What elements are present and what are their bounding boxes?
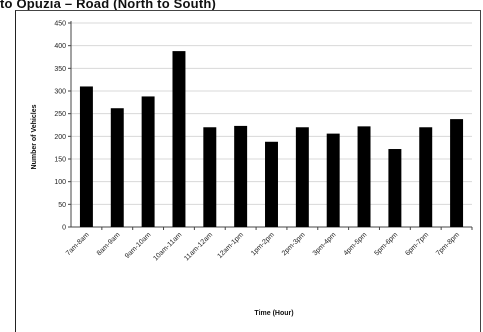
bar-10am-11am xyxy=(172,51,186,228)
x-tick-label: 9am-10am xyxy=(124,231,153,260)
y-tick-label: 200 xyxy=(54,134,66,141)
chart-frame xyxy=(15,10,481,332)
x-tick-label: 11am-12am xyxy=(183,231,214,262)
y-tick-labels: 0 50 100 150 200 250 300 350 400 450 xyxy=(54,21,66,232)
y-tick-label: 100 xyxy=(54,179,66,186)
y-tick-label: 250 xyxy=(54,111,66,118)
bar-9am-10am xyxy=(141,96,155,227)
y-tick-label: 400 xyxy=(54,43,66,50)
bar-8am-9am xyxy=(110,108,124,227)
bar-2pm-3pm xyxy=(295,127,309,227)
bar-12am-1pm xyxy=(234,125,248,227)
page-title: to Opuzia – Road (North to South) xyxy=(0,0,217,11)
x-tick-label: 2pm-3pm xyxy=(281,231,307,257)
y-tick-label: 350 xyxy=(54,66,66,73)
x-tick-label: 3pm-4pm xyxy=(312,231,338,257)
x-axis-title: Time (Hour) xyxy=(254,310,293,317)
gridlines xyxy=(71,22,472,205)
bar-7pm-8pm xyxy=(450,119,464,227)
x-tick-label: 7pm-8pm xyxy=(435,231,461,257)
bars xyxy=(79,51,464,228)
y-tick-label: 300 xyxy=(54,89,66,96)
bar-11am-12am xyxy=(203,127,217,227)
x-tick-label: 10am-11am xyxy=(152,231,183,262)
x-tick-label: 6pm-7pm xyxy=(404,231,430,257)
bar-5pm-6pm xyxy=(388,149,402,227)
bar-4pm-5pm xyxy=(357,126,371,227)
y-tick-label: 450 xyxy=(54,21,66,28)
x-tick-label: 1pm-2pm xyxy=(250,231,276,257)
x-tick-labels: 7am-8am 8am-9am 9am-10am 10am-11am 11am-12am… xyxy=(65,231,461,262)
y-tick-label: 50 xyxy=(58,202,66,209)
x-tick-label: 7am-8am xyxy=(65,231,91,257)
x-tick-label: 12am-1pm xyxy=(216,231,245,260)
x-tick-label: 5pm-6pm xyxy=(373,231,399,257)
bar-6pm-7pm xyxy=(419,127,433,227)
y-axis-title: Number of Vehicles xyxy=(31,104,38,169)
bar-1pm-2pm xyxy=(265,141,278,227)
bar-7am-8am xyxy=(79,86,93,227)
y-tick-label: 0 xyxy=(62,225,66,232)
x-tick-label: 8am-9am xyxy=(96,231,122,257)
y-tick-label: 150 xyxy=(54,157,66,164)
x-tick-label: 4pm-5pm xyxy=(343,231,369,257)
bar-3pm-4pm xyxy=(326,133,340,227)
